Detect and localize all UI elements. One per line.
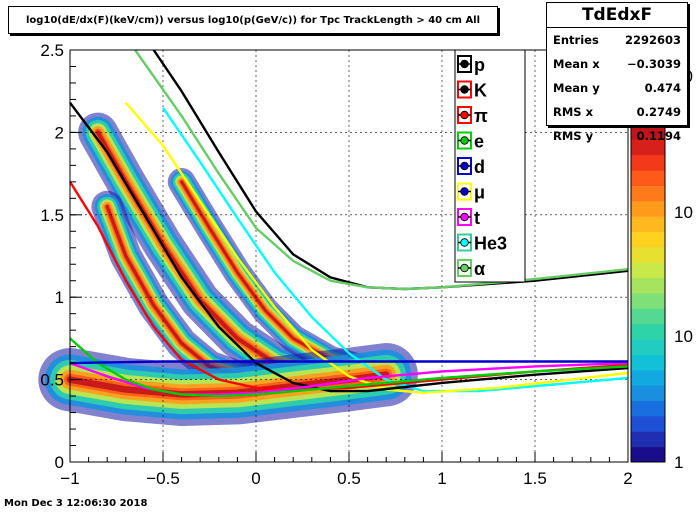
colorbar-cell — [631, 170, 665, 186]
colorbar-cell — [631, 400, 665, 417]
colorbar-cell — [631, 293, 665, 309]
legend-marker — [460, 161, 469, 171]
colorbar: 1101010 — [630, 67, 693, 472]
colorbar-cell — [631, 139, 665, 156]
colorbar-cell — [631, 369, 665, 386]
legend-label: t — [474, 208, 480, 228]
legend-label: d — [474, 157, 485, 177]
x-tick-label: 2 — [623, 469, 632, 488]
stats-box: TdEdxF Entries 2292603 Mean x −0.3039 Mean… — [546, 2, 688, 143]
band-curve — [68, 181, 629, 391]
colorbar-tick-label: 1 — [674, 453, 683, 472]
x-tick-label: −1 — [60, 469, 79, 488]
legend-marker — [460, 263, 469, 273]
x-tick-label: −0.5 — [146, 469, 180, 488]
legend-marker — [460, 212, 469, 222]
stats-value: 2292603 — [624, 33, 681, 47]
legend-label: α — [474, 259, 485, 279]
colorbar-cell — [631, 200, 665, 217]
y-tick-label: 1 — [55, 288, 64, 307]
colorbar-cell — [631, 154, 665, 171]
colorbar-cell — [631, 277, 665, 294]
band-curve — [134, 49, 629, 291]
legend-label: e — [474, 132, 484, 152]
y-tick-label: 1.5 — [40, 206, 64, 225]
legend-marker — [460, 136, 469, 145]
colorbar-cell — [631, 231, 665, 248]
colorbar-cell — [631, 354, 665, 371]
y-tick-label: 0.5 — [40, 371, 64, 390]
band-curve — [124, 101, 629, 394]
y-tick-label: 2.5 — [40, 41, 64, 60]
colorbar-tick-label: 10 — [674, 203, 693, 222]
stats-label: RMS x — [553, 105, 594, 119]
stats-title: TdEdxF — [547, 3, 687, 28]
band-curve — [162, 107, 629, 393]
colorbar-cell — [631, 446, 665, 463]
curve-layer — [68, 49, 629, 398]
legend-marker — [460, 238, 469, 247]
colorbar-cell — [631, 415, 665, 432]
colorbar-cell — [631, 323, 665, 340]
stats-label: Entries — [553, 33, 599, 47]
band-curve — [69, 361, 629, 396]
colorbar-cell — [631, 262, 665, 279]
band-curve — [69, 101, 629, 393]
axis-layer: −1 −0.5 0 0.5 1 1.5 2 0 0.5 1 1.5 2 2.5 — [40, 41, 632, 488]
legend-label: π — [474, 106, 488, 126]
stats-row: Mean y 0.474 — [547, 76, 687, 100]
stats-value: −0.3039 — [626, 57, 681, 71]
chart-title: log10(dE/dx(F)(keV/cm)) versus log10(p(G… — [8, 6, 498, 34]
colorbar-cell — [631, 246, 665, 263]
legend-marker — [460, 110, 469, 120]
stats-value: 0.1194 — [636, 129, 681, 143]
colorbar-cell — [631, 308, 665, 325]
x-tick-label: 1 — [437, 469, 446, 488]
stats-row: Mean x −0.3039 — [547, 52, 687, 76]
x-tick-label: 0.5 — [337, 469, 361, 488]
legend-label: K — [474, 81, 487, 101]
colorbar-cell — [631, 339, 665, 355]
timestamp: Mon Dec 3 12:06:30 2018 — [4, 498, 148, 509]
stats-label: Mean x — [553, 57, 600, 71]
colorbar-cell — [631, 216, 665, 233]
stats-label: Mean y — [553, 81, 600, 95]
y-tick-label: 0 — [55, 453, 64, 472]
legend-label: p — [474, 55, 485, 75]
stats-row: RMS x 0.2749 — [547, 100, 687, 124]
legend-marker — [460, 85, 469, 94]
colorbar-cell — [631, 431, 665, 448]
x-tick-label: 1.5 — [523, 469, 547, 488]
colorbar-cell — [631, 185, 665, 202]
colorbar-cell — [631, 124, 665, 140]
stats-row: Entries 2292603 — [547, 28, 687, 52]
band-curve — [69, 360, 628, 365]
x-tick-label: 0 — [251, 469, 260, 488]
stats-value: 0.2749 — [636, 105, 681, 119]
colorbar-cell — [631, 385, 665, 402]
legend-marker — [460, 187, 469, 196]
band-curve — [69, 337, 629, 398]
stats-value: 0.474 — [644, 81, 681, 95]
legend-label: He3 — [474, 234, 507, 254]
y-tick-label: 2 — [55, 123, 64, 142]
stats-label: RMS y — [553, 129, 594, 143]
legend-marker — [460, 59, 469, 69]
legend-label: μ — [474, 183, 485, 203]
stats-row: RMS y 0.1194 — [547, 124, 687, 148]
colorbar-tick-label: 10 — [674, 327, 693, 346]
